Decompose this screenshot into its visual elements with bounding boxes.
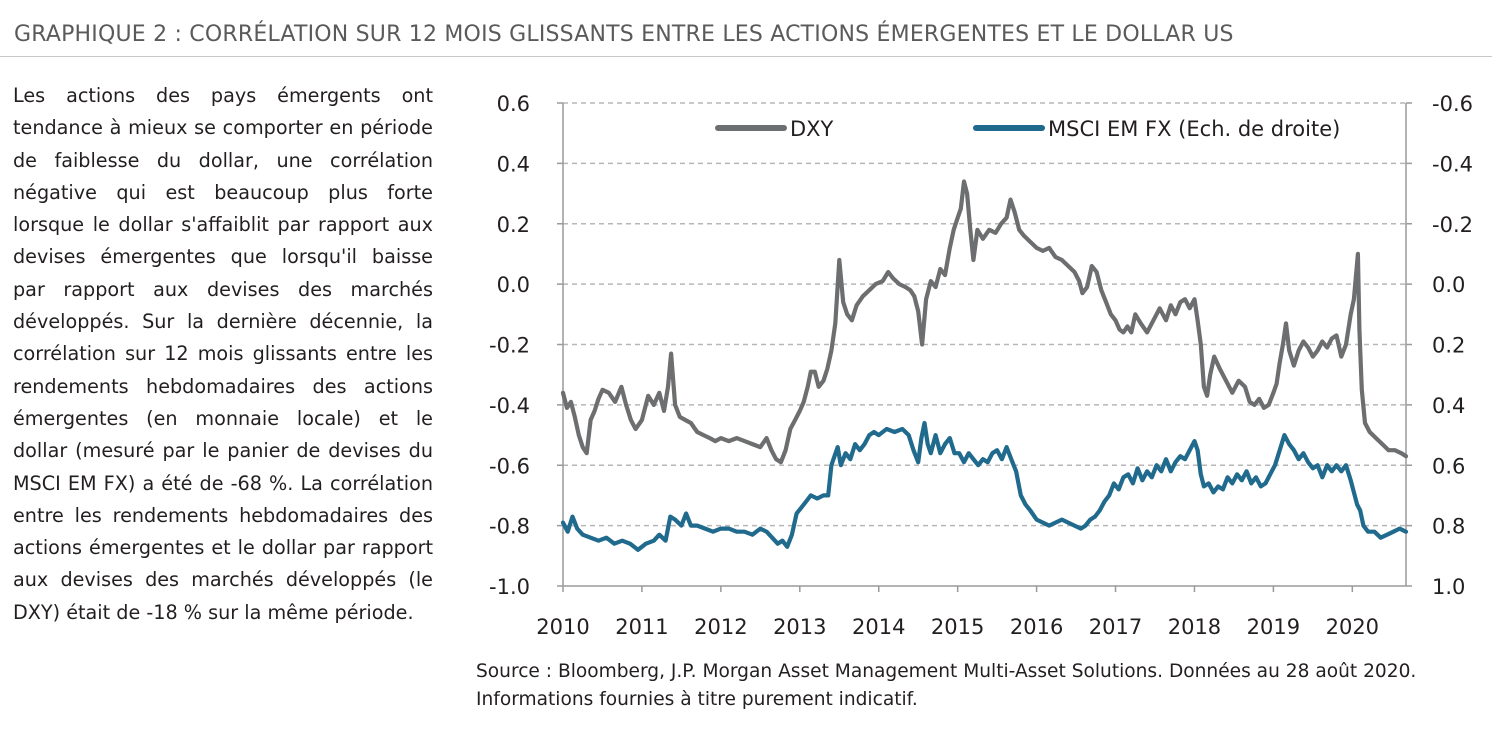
legend: DXY MSCI EM FX (Ech. de droite) xyxy=(715,117,1340,141)
x-tick-label: 2017 xyxy=(1089,615,1142,639)
x-tick-label: 2012 xyxy=(694,615,747,639)
y-right-tick-label: -0.6 xyxy=(1432,92,1473,116)
x-tick-label: 2020 xyxy=(1326,615,1379,639)
dxy-series-line xyxy=(560,179,1409,465)
x-tick-label: 2013 xyxy=(773,615,826,639)
legend-label: DXY xyxy=(790,117,834,141)
x-tick-label: 2018 xyxy=(1168,615,1221,639)
y-right-tick-label: -0.2 xyxy=(1432,213,1473,237)
description-paragraph: Les actions des pays émergents ont tenda… xyxy=(13,84,433,624)
axes: 0.6 0.4 0.2 0.0 -0.2 -0.4 -0.6 -0.8 -1.0 -0.6 -0.4… xyxy=(489,92,1473,639)
y-left-tick-label: 0.2 xyxy=(497,213,530,237)
y-right-tick-label: -0.4 xyxy=(1432,152,1473,176)
x-tick-label: 2015 xyxy=(931,615,984,639)
y-left-tick-label: -0.4 xyxy=(489,394,530,418)
chart-title: GRAPHIQUE 2 : CORRÉLATION SUR 12 MOIS GL… xyxy=(14,22,1234,47)
x-tick-label: 2014 xyxy=(852,615,905,639)
y-right-tick-label: 1.0 xyxy=(1432,575,1465,599)
x-tick-label: 2010 xyxy=(536,615,589,639)
y-right-tick-label: 0.6 xyxy=(1432,454,1465,478)
y-left-tick-label: -1.0 xyxy=(489,575,530,599)
y-left-tick-label: -0.2 xyxy=(489,334,530,358)
y-left-tick-label: 0.0 xyxy=(497,273,530,297)
y-left-tick-label: -0.6 xyxy=(489,454,530,478)
y-left-tick-label: 0.6 xyxy=(497,92,530,116)
source-note: Source : Bloomberg, J.P. Morgan Asset Ma… xyxy=(476,658,1486,714)
y-right-tick-label: 0.8 xyxy=(1432,515,1465,539)
source-line-1: Source : Bloomberg, J.P. Morgan Asset Ma… xyxy=(476,661,1417,682)
y-right-tick-label: 0.4 xyxy=(1432,394,1465,418)
y-right-tick-label: 0.0 xyxy=(1432,273,1465,297)
series-lines xyxy=(560,179,1409,552)
y-right-tick-label: 0.2 xyxy=(1432,334,1465,358)
title-divider xyxy=(0,56,1492,57)
x-tick-label: 2016 xyxy=(1010,615,1063,639)
x-tick-label: 2011 xyxy=(615,615,668,639)
msci-em-fx-series-line xyxy=(560,420,1409,552)
source-line-2: Informations fournies à titre purement i… xyxy=(476,689,918,710)
y-left-tick-label: 0.4 xyxy=(497,152,530,176)
x-tick-label: 2019 xyxy=(1247,615,1300,639)
y-left-tick-label: -0.8 xyxy=(489,515,530,539)
legend-label: MSCI EM FX (Ech. de droite) xyxy=(1048,117,1340,141)
